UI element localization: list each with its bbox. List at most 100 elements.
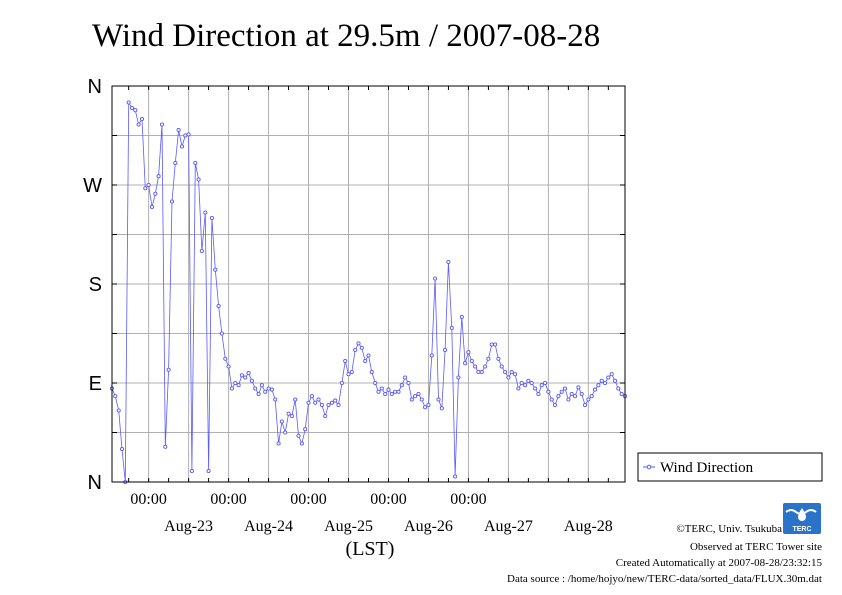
data-point: [376, 389, 381, 394]
data-point: [356, 341, 361, 346]
x-tick-label-date: Aug-28: [564, 518, 613, 535]
y-tick-label: N: [88, 472, 102, 494]
data-point: [256, 391, 261, 397]
x-tick-label-time: 00:00: [450, 491, 486, 508]
data-point: [439, 406, 444, 411]
data-point: [556, 394, 561, 399]
data-point: [333, 398, 338, 403]
data-point: [233, 380, 238, 386]
data-point: [199, 248, 204, 254]
data-point: [393, 389, 398, 394]
data-point: [516, 386, 521, 391]
data-point: [359, 345, 364, 350]
footer-source: Data source : /home/hojyo/new/TERC-data/…: [507, 573, 822, 585]
data-point: [279, 419, 284, 424]
x-tick-label-date: Aug-27: [484, 518, 533, 535]
data-point: [226, 364, 231, 369]
data-point: [186, 132, 191, 137]
data-point: [579, 391, 584, 397]
x-tick-label-date: Aug-25: [324, 518, 373, 535]
data-point: [133, 108, 138, 113]
data-point: [469, 358, 474, 364]
data-point: [276, 441, 281, 446]
data-point: [403, 375, 408, 380]
data-point: [612, 378, 618, 383]
data-point: [509, 369, 514, 375]
data-point: [273, 397, 278, 402]
data-point: [119, 446, 125, 452]
data-point: [416, 391, 421, 397]
data-point: [483, 364, 488, 369]
data-point: [309, 394, 314, 399]
data-point: [389, 391, 394, 397]
data-point: [499, 364, 504, 369]
data-point: [296, 433, 301, 438]
data-point: [419, 397, 424, 402]
x-tick-label-time: 00:00: [370, 491, 406, 508]
data-point: [243, 375, 248, 380]
data-point: [476, 369, 481, 375]
data-point: [326, 402, 331, 408]
data-point: [536, 391, 541, 397]
data-point: [229, 386, 234, 391]
data-point: [466, 350, 471, 355]
data-point: [526, 378, 531, 383]
data-point: [473, 364, 478, 369]
data-point: [329, 400, 334, 405]
data-point: [606, 375, 611, 380]
data-point: [339, 380, 344, 386]
data-point: [443, 347, 448, 353]
data-point: [263, 389, 268, 394]
data-point: [539, 383, 544, 388]
data-point: [353, 347, 358, 353]
data-point: [386, 387, 391, 392]
data-point: [239, 373, 244, 378]
data-point: [369, 369, 374, 375]
data-point: [519, 380, 524, 386]
data-point: [213, 267, 218, 272]
data-point: [253, 386, 258, 391]
data-point: [293, 397, 298, 402]
chart-title: Wind Direction at 29.5m / 2007-08-28: [92, 18, 600, 54]
data-point: [586, 397, 591, 402]
data-point: [153, 191, 158, 196]
data-point: [283, 430, 288, 435]
x-tick-label-date: Aug-24: [244, 518, 293, 535]
logo-drop-icon: [798, 508, 806, 521]
data-point: [533, 386, 538, 391]
data-point: [209, 215, 214, 221]
data-point: [572, 394, 578, 399]
data-point: [616, 386, 621, 391]
data-point: [383, 391, 388, 397]
data-point: [436, 397, 441, 402]
data-point: [366, 353, 371, 358]
data-point: [423, 405, 428, 410]
data-point: [193, 160, 198, 166]
data-point: [343, 358, 348, 364]
data-point: [552, 402, 558, 408]
footer-copyright: ©TERC, Univ. Tsukuba: [676, 523, 782, 535]
data-point: [236, 383, 241, 388]
data-point: [149, 204, 155, 210]
data-point: [183, 133, 188, 138]
data-point: [113, 394, 118, 399]
data-point: [503, 369, 508, 375]
data-point: [166, 367, 171, 372]
data-point: [176, 127, 181, 133]
y-tick-label: S: [89, 274, 102, 296]
data-point: [146, 182, 151, 188]
data-point: [349, 369, 354, 375]
data-point: [129, 105, 135, 111]
x-axis-ticks: 00:00 00:00 00:00 00:00 00:00 Aug-23 Aug-24 Aug…: [128, 86, 613, 535]
data-point: [406, 380, 411, 386]
data-point: [136, 122, 141, 127]
data-point: [249, 378, 254, 383]
plot-frame: [111, 85, 626, 483]
data-point: [456, 375, 461, 380]
legend-marker: [646, 464, 652, 470]
data-point: [196, 177, 201, 182]
data-point: [523, 383, 528, 388]
data-point: [569, 391, 574, 397]
data-point: [433, 276, 438, 281]
data-point: [619, 391, 624, 397]
